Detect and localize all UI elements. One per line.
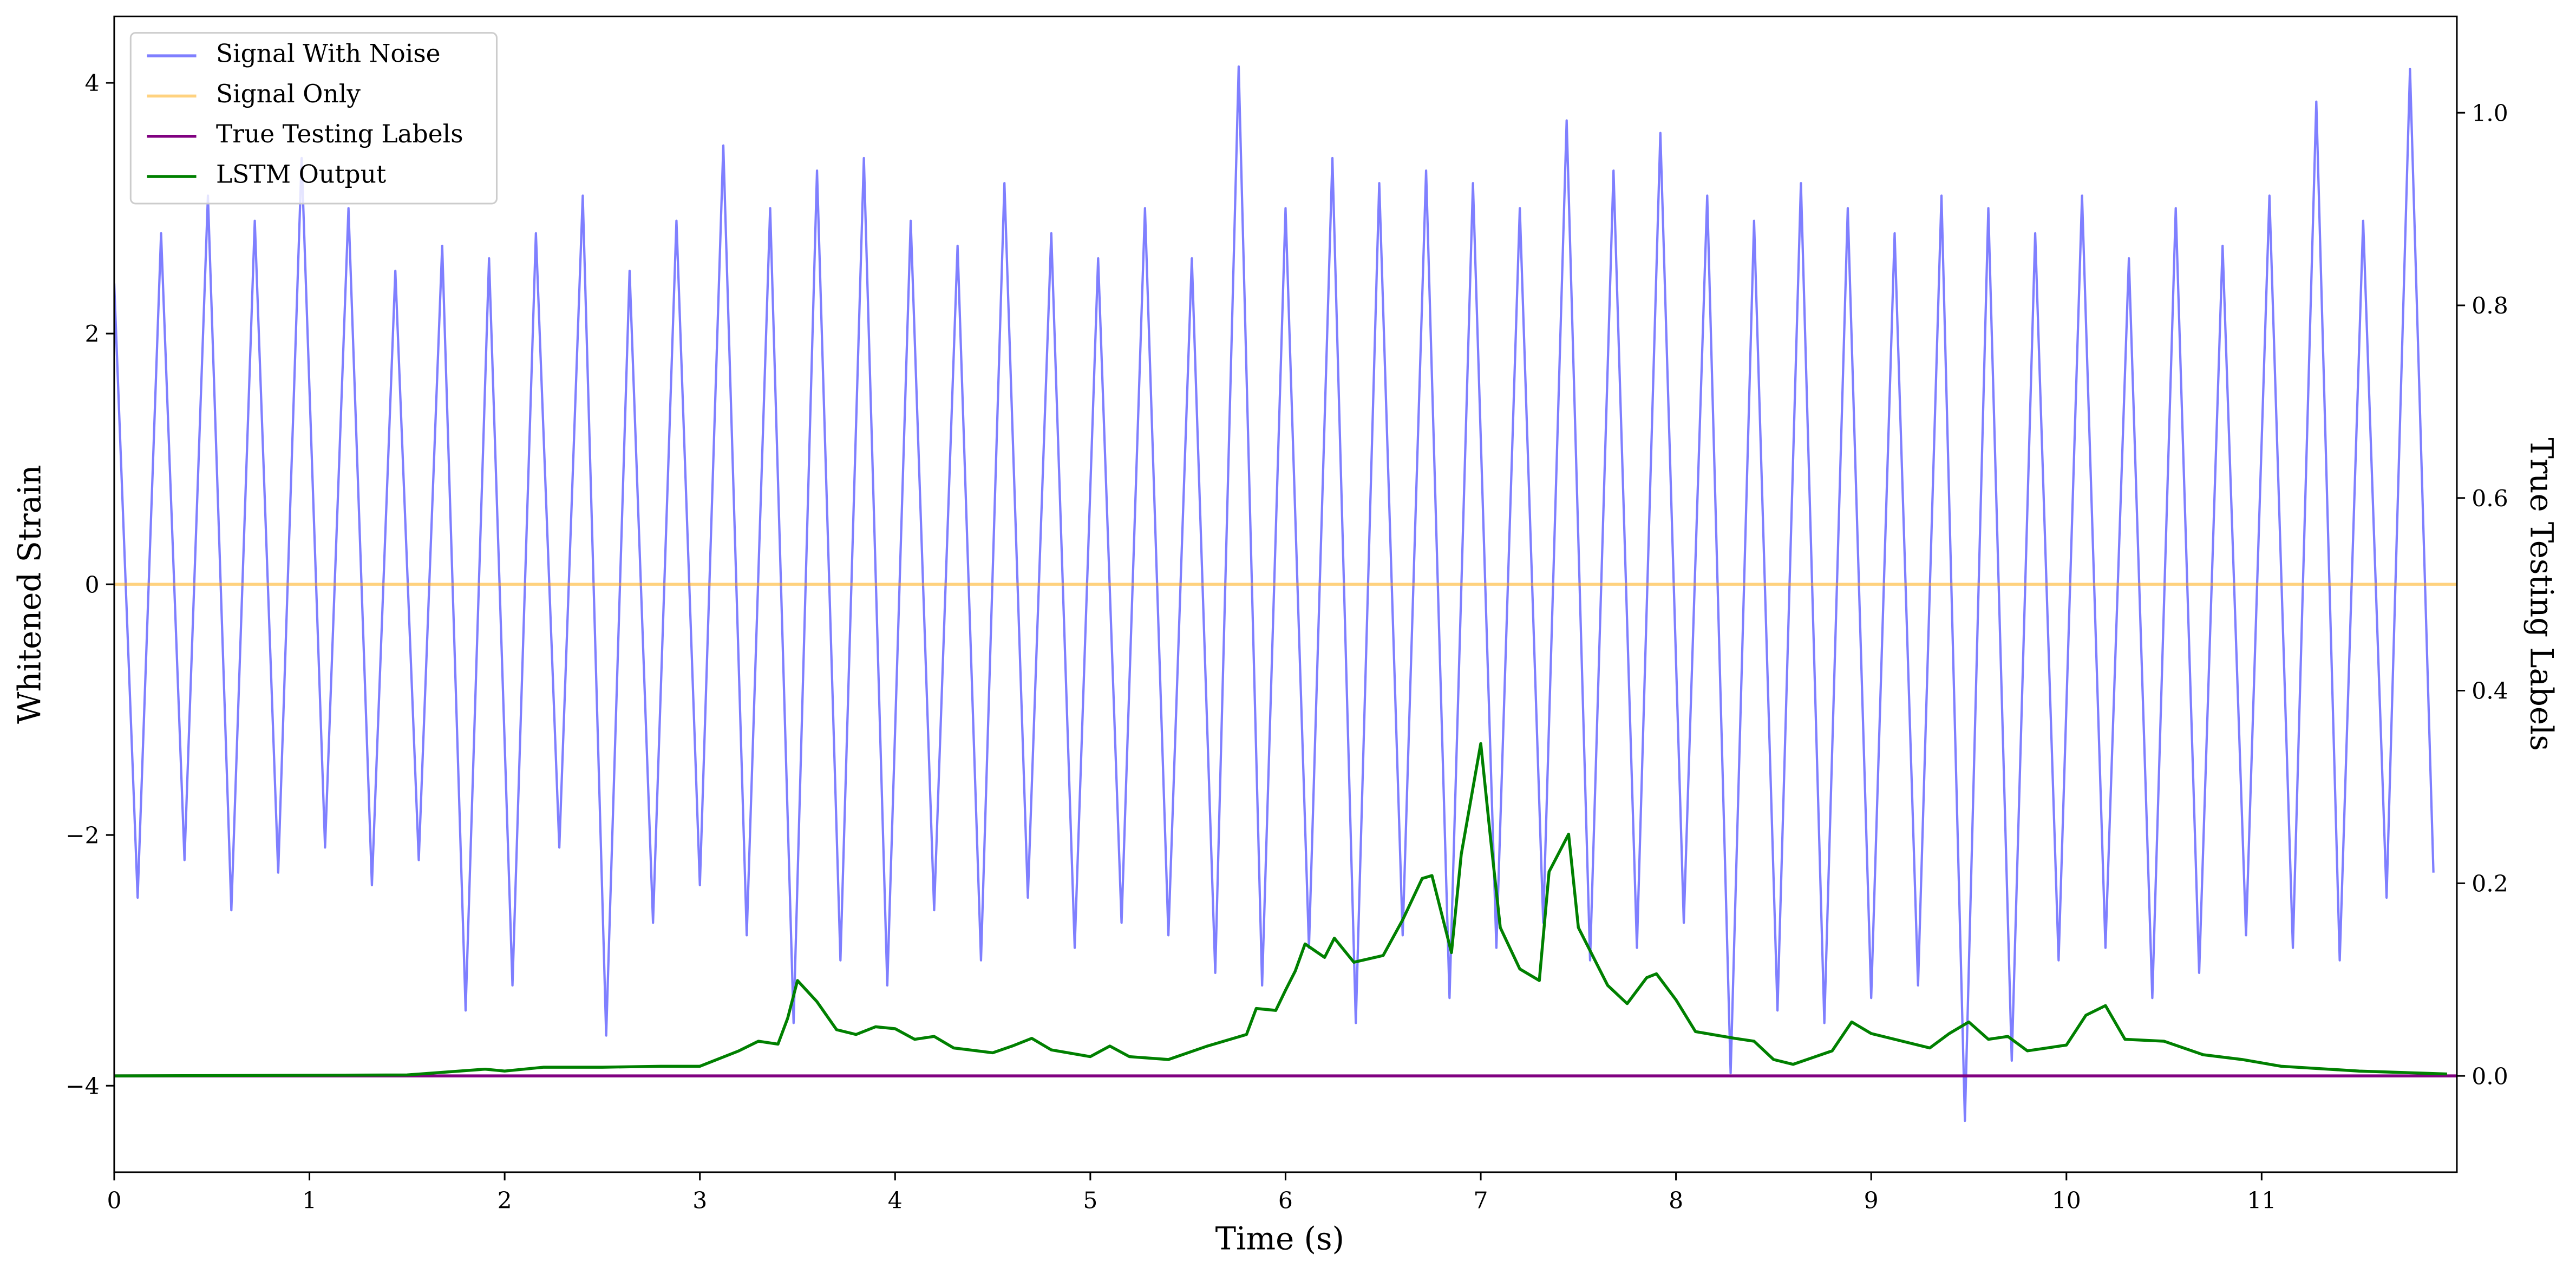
x-tick-label: 0 bbox=[107, 1188, 121, 1214]
y-tick-label: 0 bbox=[85, 572, 100, 598]
legend-label: LSTM Output bbox=[216, 160, 386, 188]
y-tick-label: −4 bbox=[66, 1073, 100, 1100]
y2-tick-label: 0.2 bbox=[2472, 871, 2508, 897]
x-tick-label: 2 bbox=[498, 1188, 512, 1214]
x-tick-label: 10 bbox=[2052, 1188, 2081, 1214]
y-axis-label: Whitened Strain bbox=[12, 465, 48, 723]
x-tick-label: 1 bbox=[302, 1188, 317, 1214]
series-line bbox=[114, 742, 2447, 1077]
x-axis-label: Time (s) bbox=[1215, 1221, 1344, 1257]
legend-label: Signal With Noise bbox=[216, 40, 441, 68]
y2-tick-label: 0.0 bbox=[2472, 1063, 2508, 1090]
x-tick-label: 3 bbox=[692, 1188, 707, 1214]
x-tick-label: 9 bbox=[1864, 1188, 1879, 1214]
x-tick-label: 8 bbox=[1669, 1188, 1683, 1214]
x-tick-label: 7 bbox=[1474, 1188, 1488, 1214]
legend-box bbox=[129, 32, 498, 205]
legend-label: True Testing Labels bbox=[216, 120, 463, 148]
y2-tick-label: 1.0 bbox=[2472, 100, 2508, 127]
y-tick-label: 2 bbox=[85, 321, 100, 348]
x-tick-label: 11 bbox=[2247, 1188, 2276, 1214]
y-tick-label: 4 bbox=[85, 70, 100, 97]
x-tick-label: 4 bbox=[888, 1188, 903, 1214]
x-tick-label: 6 bbox=[1278, 1188, 1293, 1214]
y2-axis-label: True Testing Labels bbox=[2523, 437, 2559, 751]
y2-tick-label: 0.4 bbox=[2472, 678, 2508, 705]
y2-tick-label: 0.6 bbox=[2472, 486, 2508, 512]
legend-label: Signal Only bbox=[216, 80, 361, 108]
x-tick-label: 5 bbox=[1083, 1188, 1097, 1214]
y2-tick-label: 0.8 bbox=[2472, 293, 2508, 319]
series-line bbox=[114, 65, 2435, 1122]
y-tick-label: −2 bbox=[66, 822, 100, 849]
